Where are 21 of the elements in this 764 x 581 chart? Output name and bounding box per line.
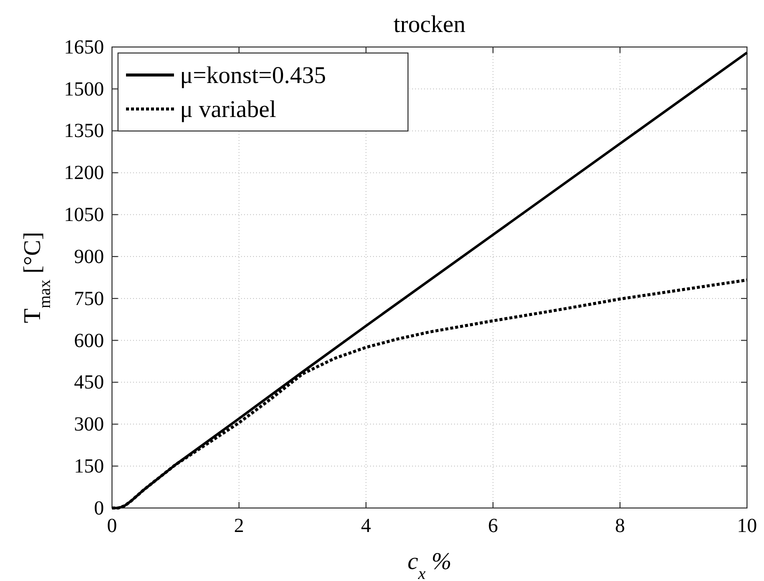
y-tick-label: 600 (74, 330, 104, 352)
x-tick-label: 10 (737, 515, 757, 538)
x-tick-label: 8 (615, 515, 625, 538)
x-tick-label: 4 (361, 515, 371, 538)
y-tick-label: 750 (74, 288, 104, 310)
legend-label: μ=konst=0.435 (180, 63, 326, 89)
x-tick-label: 2 (234, 515, 244, 538)
y-tick-label: 1650 (64, 36, 104, 58)
x-tick-label: 6 (488, 515, 498, 538)
y-tick-label: 300 (74, 414, 104, 436)
y-tick-label: 1500 (64, 78, 104, 100)
y-tick-label: 0 (94, 497, 104, 520)
x-axis-title: c$_{x}$ % (407, 549, 452, 581)
y-tick-label: 450 (74, 372, 104, 394)
chart-title: trocken (394, 12, 466, 38)
legend-label: μ variabel (180, 97, 276, 123)
y-tick-label: 150 (74, 455, 104, 478)
y-tick-label: 900 (74, 246, 104, 268)
y-tick-label: 1050 (64, 204, 104, 226)
y-tick-label: 1350 (64, 120, 104, 142)
y-tick-label: 1200 (64, 162, 104, 184)
